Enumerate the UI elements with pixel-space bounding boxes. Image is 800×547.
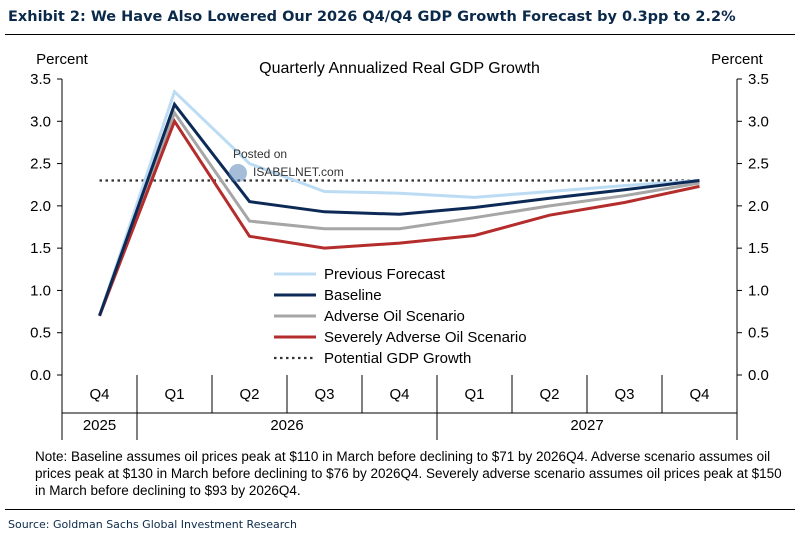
y-tick-label-right: 3.0 — [748, 113, 769, 130]
y-axis-title-left: Percent — [36, 51, 89, 68]
y-tick-label-left: 2.0 — [30, 198, 51, 215]
series-line-baseline — [98, 101, 700, 317]
y-tick-label-left: 1.0 — [30, 282, 51, 299]
y-tick-label-right: 2.0 — [748, 198, 769, 215]
y-tick-label-right: 0.0 — [748, 367, 769, 384]
legend-label: Previous Forecast — [324, 266, 446, 283]
x-tick-label: Q3 — [314, 386, 334, 403]
y-tick-label-right: 1.5 — [748, 240, 769, 257]
title-rule — [5, 34, 795, 35]
watermark-text-line1: Posted on — [233, 147, 287, 161]
x-tick-label: Q2 — [239, 386, 259, 403]
chart-note: Note: Baseline assumes oil prices peak a… — [35, 449, 782, 498]
y-tick-label-left: 0.0 — [30, 367, 51, 384]
year-label: 2026 — [270, 417, 303, 434]
series-line-adverse-oil-scenario — [98, 109, 700, 317]
y-tick-label-left: 2.5 — [30, 156, 51, 173]
legend-label: Adverse Oil Scenario — [324, 308, 465, 325]
watermark-text-line2: ISABELNET.com — [253, 165, 344, 179]
x-tick-label: Q1 — [464, 386, 484, 403]
x-tick-label: Q3 — [614, 386, 634, 403]
series-line-previous-forecast — [98, 88, 700, 317]
y-tick-label-left: 3.5 — [30, 71, 51, 88]
legend-label: Severely Adverse Oil Scenario — [324, 329, 527, 346]
y-tick-label-left: 3.0 — [30, 113, 51, 130]
x-tick-label: Q4 — [89, 386, 109, 403]
exhibit-title: Exhibit 2: We Have Also Lowered Our 2026… — [8, 9, 736, 25]
x-tick-label: Q4 — [689, 386, 709, 403]
year-label: 2027 — [570, 417, 603, 434]
source-text: Source: Goldman Sachs Global Investment … — [8, 518, 298, 531]
x-tick-label: Q2 — [539, 386, 559, 403]
chart-title: Quarterly Annualized Real GDP Growth — [259, 60, 540, 77]
chart: 0.0 0.0 0.5 0.5 1.0 1.0 1.5 1.5 2.0 2.0 2.5 2.5 3.0 3… — [30, 51, 769, 440]
y-tick-label-right: 1.0 — [748, 282, 769, 299]
y-axis-title-right: Percent — [711, 51, 764, 68]
legend-label: Potential GDP Growth — [324, 350, 471, 367]
y-tick-label-right: 2.5 — [748, 156, 769, 173]
series-line-severely-adverse-oil-scenario — [98, 118, 700, 317]
y-tick-label-left: 1.5 — [30, 240, 51, 257]
source-rule — [5, 509, 795, 510]
y-tick-label-right: 0.5 — [748, 325, 769, 342]
watermark-logo — [229, 164, 247, 182]
x-tick-label: Q1 — [164, 386, 184, 403]
x-tick-label: Q4 — [389, 386, 409, 403]
y-tick-label-right: 3.5 — [748, 71, 769, 88]
year-label: 2025 — [83, 417, 116, 434]
y-tick-label-left: 0.5 — [30, 325, 51, 342]
legend-label: Baseline — [324, 287, 382, 304]
